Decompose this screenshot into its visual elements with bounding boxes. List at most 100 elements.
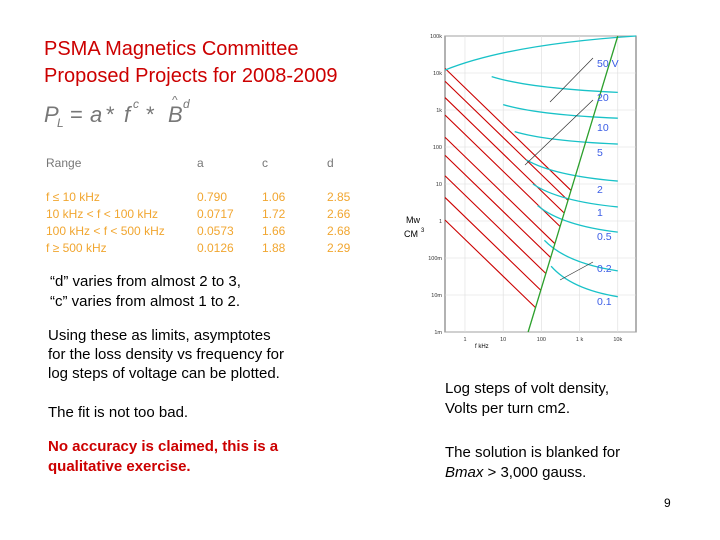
formula-sub: L [57, 116, 64, 130]
x-tick-label: 100 [537, 337, 546, 343]
cell-d: 2.68 [327, 224, 351, 238]
cell-range: f ≤ 10 kHz [46, 190, 100, 204]
formula-star-2: * [146, 102, 155, 127]
formula-star-1: * [106, 102, 115, 127]
varies-line-1: “d” varies from almost 2 to 3, [50, 273, 241, 290]
volt-density-labels: 50 V 20 10 5 2 1 0.5 0.2 0.1 [524, 57, 619, 308]
table-row: f ≤ 10 kHz 0.790 1.06 2.85 [44, 190, 364, 206]
title-line-2: Proposed Projects for 2008-2009 [44, 65, 338, 87]
cell-c: 1.06 [262, 190, 286, 204]
y-tick-label: 100 [433, 145, 442, 151]
loss-formula: P L = a * f c * B ^ d [44, 96, 190, 130]
y-tick-label: 10m [431, 293, 442, 299]
formula-equals: = [70, 102, 83, 127]
accuracy-note: No accuracy is claimed, this is a qualit… [48, 437, 348, 477]
volt-density-label: 50 V [597, 58, 619, 70]
cell-c: 1.66 [262, 224, 286, 238]
bmax-variable: Bmax [445, 464, 484, 481]
accuracy-line-2: qualitative exercise. [48, 458, 191, 475]
header-range: Range [46, 156, 82, 170]
blanked-line-2: Bmax > 3,000 gauss. [445, 463, 695, 483]
table-row: 100 kHz < f < 500 kHz 0.0573 1.66 2.68 [44, 224, 364, 240]
loss-curve [444, 35, 637, 71]
formula-b: B [168, 102, 183, 127]
cell-d: 2.66 [327, 207, 351, 221]
limits-line-3: log steps of voltage can be plotted. [48, 365, 280, 382]
volt-density-label: 2 [597, 184, 603, 196]
limits-line-2: for the loss density vs frequency for [48, 346, 284, 363]
cell-d: 2.85 [327, 190, 351, 204]
cell-range: 100 kHz < f < 500 kHz [46, 224, 165, 238]
fit-text: The fit is not too bad. [48, 404, 189, 421]
y-tick-label: 1k [436, 108, 442, 114]
y-tick-label: 10k [433, 71, 442, 77]
x-tick-label: 10k [613, 337, 622, 343]
header-d: d [327, 156, 334, 170]
y-tick-label: 1 [439, 219, 442, 225]
loss-curve [537, 205, 618, 233]
y-label-mw: Mw [406, 215, 420, 225]
volt-density-label: 5 [597, 147, 603, 159]
asymptote-line [444, 197, 542, 291]
cell-a: 0.0126 [197, 241, 234, 255]
cell-d: 2.29 [327, 241, 351, 255]
title-line-1: PSMA Magnetics Committee [44, 38, 299, 60]
limits-line-1: Using these as limits, asymptotes [48, 327, 271, 344]
formula-a: a [90, 102, 102, 127]
formula-exp-c: c [133, 97, 139, 111]
y-tick-label: 100k [430, 34, 442, 40]
x-axis: 1 10 100 1 k 10k [463, 337, 622, 343]
volt-density-label: 0.1 [597, 296, 612, 308]
slide-title: PSMA Magnetics Committee Proposed Projec… [44, 36, 414, 90]
loss-curve [532, 183, 618, 208]
volt-density-label: 20 [597, 92, 609, 104]
x-label: f kHz [475, 344, 489, 350]
varies-text: “d” varies from almost 2 to 3, “c” varie… [50, 272, 350, 312]
loss-curve [543, 239, 618, 272]
loss-curve [550, 265, 618, 298]
x-tick-label: 10 [500, 337, 506, 343]
cell-range: f ≥ 500 kHz [46, 241, 107, 255]
table-header: Range a c d [44, 156, 364, 172]
cell-a: 0.0573 [197, 224, 234, 238]
blanked-text: The solution is blanked for Bmax > 3,000… [445, 443, 695, 483]
asymptote-lines [444, 67, 572, 309]
log-steps-line-1: Log steps of volt density, [445, 380, 609, 397]
log-steps-line-2: Volts per turn cm2. [445, 400, 571, 417]
asymptote-line [444, 97, 565, 214]
table-row: f ≥ 500 kHz 0.0126 1.88 2.29 [44, 241, 364, 257]
x-tick-label: 1 k [576, 337, 584, 343]
asymptote-line [444, 219, 536, 309]
asymptote-line [444, 136, 556, 245]
y-label-cm: CM [404, 229, 418, 239]
asymptote-line [444, 154, 552, 258]
volt-density-label: 1 [597, 207, 603, 219]
loss-curve [491, 75, 618, 93]
volt-density-label: 0.2 [597, 263, 612, 275]
y-axis: 1m 10m 100m 1 10 100 1k 10k 100k [428, 34, 442, 336]
loss-curves [444, 35, 637, 298]
label-pointer-line [549, 57, 594, 103]
formula-hat: ^ [172, 96, 178, 107]
volt-density-label: 0.5 [597, 231, 612, 243]
cell-a: 0.790 [197, 190, 228, 204]
y-label-sup: 3 [421, 228, 425, 234]
bmax-limit-line [527, 35, 619, 333]
formula-p: P [44, 102, 59, 127]
loss-curve [502, 103, 618, 119]
header-c: c [262, 156, 268, 170]
bmax-limit [527, 35, 619, 333]
loss-curve [525, 159, 618, 182]
formula-exp-d: d [183, 97, 190, 111]
header-a: a [197, 156, 204, 170]
cell-a: 0.0717 [197, 207, 234, 221]
accuracy-line-1: No accuracy is claimed, this is a [48, 438, 279, 455]
volt-density-label: 10 [597, 122, 609, 134]
cell-range: 10 kHz < f < 100 kHz [46, 207, 159, 221]
y-tick-label: 100m [428, 256, 442, 262]
page-number: 9 [664, 496, 671, 510]
varies-line-2: “c” varies from almost 1 to 2. [50, 293, 241, 310]
blanked-line-1: The solution is blanked for [445, 444, 621, 461]
formula-f: f [124, 102, 133, 127]
